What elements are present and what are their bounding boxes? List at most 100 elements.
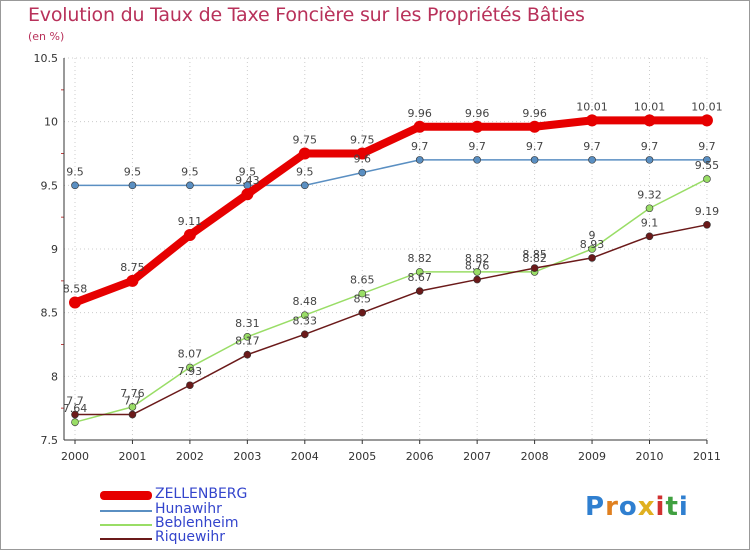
legend-swatch-riquewihr [100, 538, 152, 540]
x-tick-label: 2004 [291, 450, 319, 463]
legend-swatch-zellenberg [100, 491, 152, 500]
unit-label: (en %) [28, 30, 65, 43]
data-label-zellenberg: 10.01 [576, 100, 608, 113]
data-label-beblenheim: 9.55 [695, 159, 720, 172]
y-tick-label: 9.5 [41, 179, 59, 192]
data-point-riquewihr [530, 264, 539, 272]
data-point-hunawihr [645, 156, 654, 164]
data-point-riquewihr [358, 308, 367, 317]
logo-letter: r [605, 492, 619, 522]
data-label-zellenberg: 9.96 [407, 107, 432, 120]
data-point-hunawihr [415, 156, 424, 164]
data-point-zellenberg [183, 228, 196, 241]
data-label-riquewihr: 7.7 [124, 395, 142, 408]
series-line-beblenheim [74, 178, 708, 423]
data-label-zellenberg: 9.11 [178, 215, 203, 228]
data-label-zellenberg: 8.58 [63, 282, 88, 295]
data-label-hunawihr: 9.6 [354, 153, 372, 166]
data-point-zellenberg [241, 188, 254, 201]
data-label-zellenberg: 9.75 [293, 134, 318, 147]
data-label-zellenberg: 8.75 [120, 261, 145, 274]
data-point-riquewihr [645, 232, 654, 241]
data-point-riquewihr [71, 410, 79, 419]
data-label-zellenberg: 10.01 [691, 100, 723, 113]
data-point-hunawihr [300, 181, 309, 190]
data-label-riquewihr: 8.33 [293, 314, 318, 327]
data-point-beblenheim [71, 418, 79, 426]
data-point-beblenheim [128, 403, 137, 411]
data-label-beblenheim: 8.31 [235, 317, 260, 330]
y-tick-label: 10.5 [34, 52, 59, 65]
data-point-hunawihr [186, 181, 194, 190]
data-label-beblenheim: 8.82 [407, 252, 432, 265]
data-point-zellenberg [643, 114, 656, 127]
data-label-hunawihr: 9.7 [468, 140, 486, 153]
data-label-zellenberg: 9.75 [350, 134, 375, 147]
proxiti-logo: Proxiti [585, 492, 689, 522]
data-label-zellenberg: 9.96 [522, 107, 547, 120]
series-line-zellenberg [71, 116, 711, 307]
y-tick-label: 9 [51, 243, 58, 256]
series-line-hunawihr [74, 159, 708, 187]
logo-letter: i [655, 492, 666, 522]
data-point-hunawihr [71, 181, 79, 190]
data-label-beblenheim: 8.48 [293, 295, 318, 308]
data-point-hunawihr [530, 156, 539, 164]
data-label-riquewihr: 9.19 [695, 205, 720, 218]
x-tick-label: 2006 [406, 450, 434, 463]
data-point-beblenheim [473, 268, 481, 276]
data-point-hunawihr [128, 181, 137, 190]
legend-label-zellenberg: ZELLENBERG [155, 486, 248, 502]
data-label-riquewihr: 8.76 [465, 260, 490, 273]
logo-letter: o [618, 492, 638, 522]
logo-letter: i [678, 492, 689, 522]
data-point-zellenberg [528, 120, 541, 133]
data-point-riquewihr [588, 254, 596, 262]
data-label-riquewihr: 9.1 [641, 216, 659, 229]
x-tick-label: 2011 [693, 450, 721, 463]
data-point-riquewihr [186, 381, 194, 390]
data-point-hunawihr [358, 168, 367, 177]
data-label-hunawihr: 9.7 [698, 140, 716, 153]
data-point-zellenberg [356, 147, 369, 160]
data-point-zellenberg [586, 114, 599, 127]
x-tick-label: 2010 [636, 450, 664, 463]
data-point-zellenberg [298, 147, 311, 160]
data-point-beblenheim [243, 333, 252, 341]
logo-letter: P [585, 492, 606, 522]
legend-label-beblenheim: Beblenheim [155, 515, 239, 531]
data-point-beblenheim [645, 204, 654, 213]
data-label-beblenheim: 8.82 [522, 252, 547, 265]
data-label-hunawihr: 9.5 [66, 165, 84, 178]
data-label-hunawihr: 9.7 [583, 140, 601, 153]
x-tick-label: 2003 [233, 450, 261, 463]
data-point-riquewihr [243, 350, 252, 359]
data-label-beblenheim: 8.65 [350, 274, 375, 287]
data-label-riquewihr: 8.85 [522, 248, 547, 261]
data-label-beblenheim: 7.76 [120, 387, 145, 400]
data-point-beblenheim [186, 363, 194, 372]
data-point-riquewihr [415, 287, 424, 295]
y-tick-label: 10 [44, 116, 58, 129]
data-point-beblenheim [588, 245, 596, 253]
data-point-zellenberg [700, 114, 713, 127]
y-tick-label: 8 [51, 370, 58, 383]
logo-letter: x [637, 492, 656, 522]
x-tick-label: 2008 [521, 450, 549, 463]
data-label-hunawihr: 9.7 [411, 140, 429, 153]
data-point-hunawihr [588, 156, 596, 164]
data-label-hunawihr: 9.5 [296, 165, 314, 178]
data-point-riquewihr [300, 330, 309, 339]
data-label-riquewihr: 8.5 [354, 293, 372, 306]
series-line-riquewihr [74, 224, 708, 416]
data-label-hunawihr: 9.7 [526, 140, 544, 153]
data-point-riquewihr [703, 221, 711, 229]
legend-swatch-hunawihr [100, 510, 152, 512]
data-label-riquewihr: 7.7 [66, 395, 84, 408]
data-label-hunawihr: 9.5 [181, 165, 199, 178]
x-tick-label: 2005 [348, 450, 376, 463]
data-point-beblenheim [300, 311, 309, 320]
legend-swatch-beblenheim [100, 524, 152, 526]
data-point-zellenberg [471, 120, 484, 133]
